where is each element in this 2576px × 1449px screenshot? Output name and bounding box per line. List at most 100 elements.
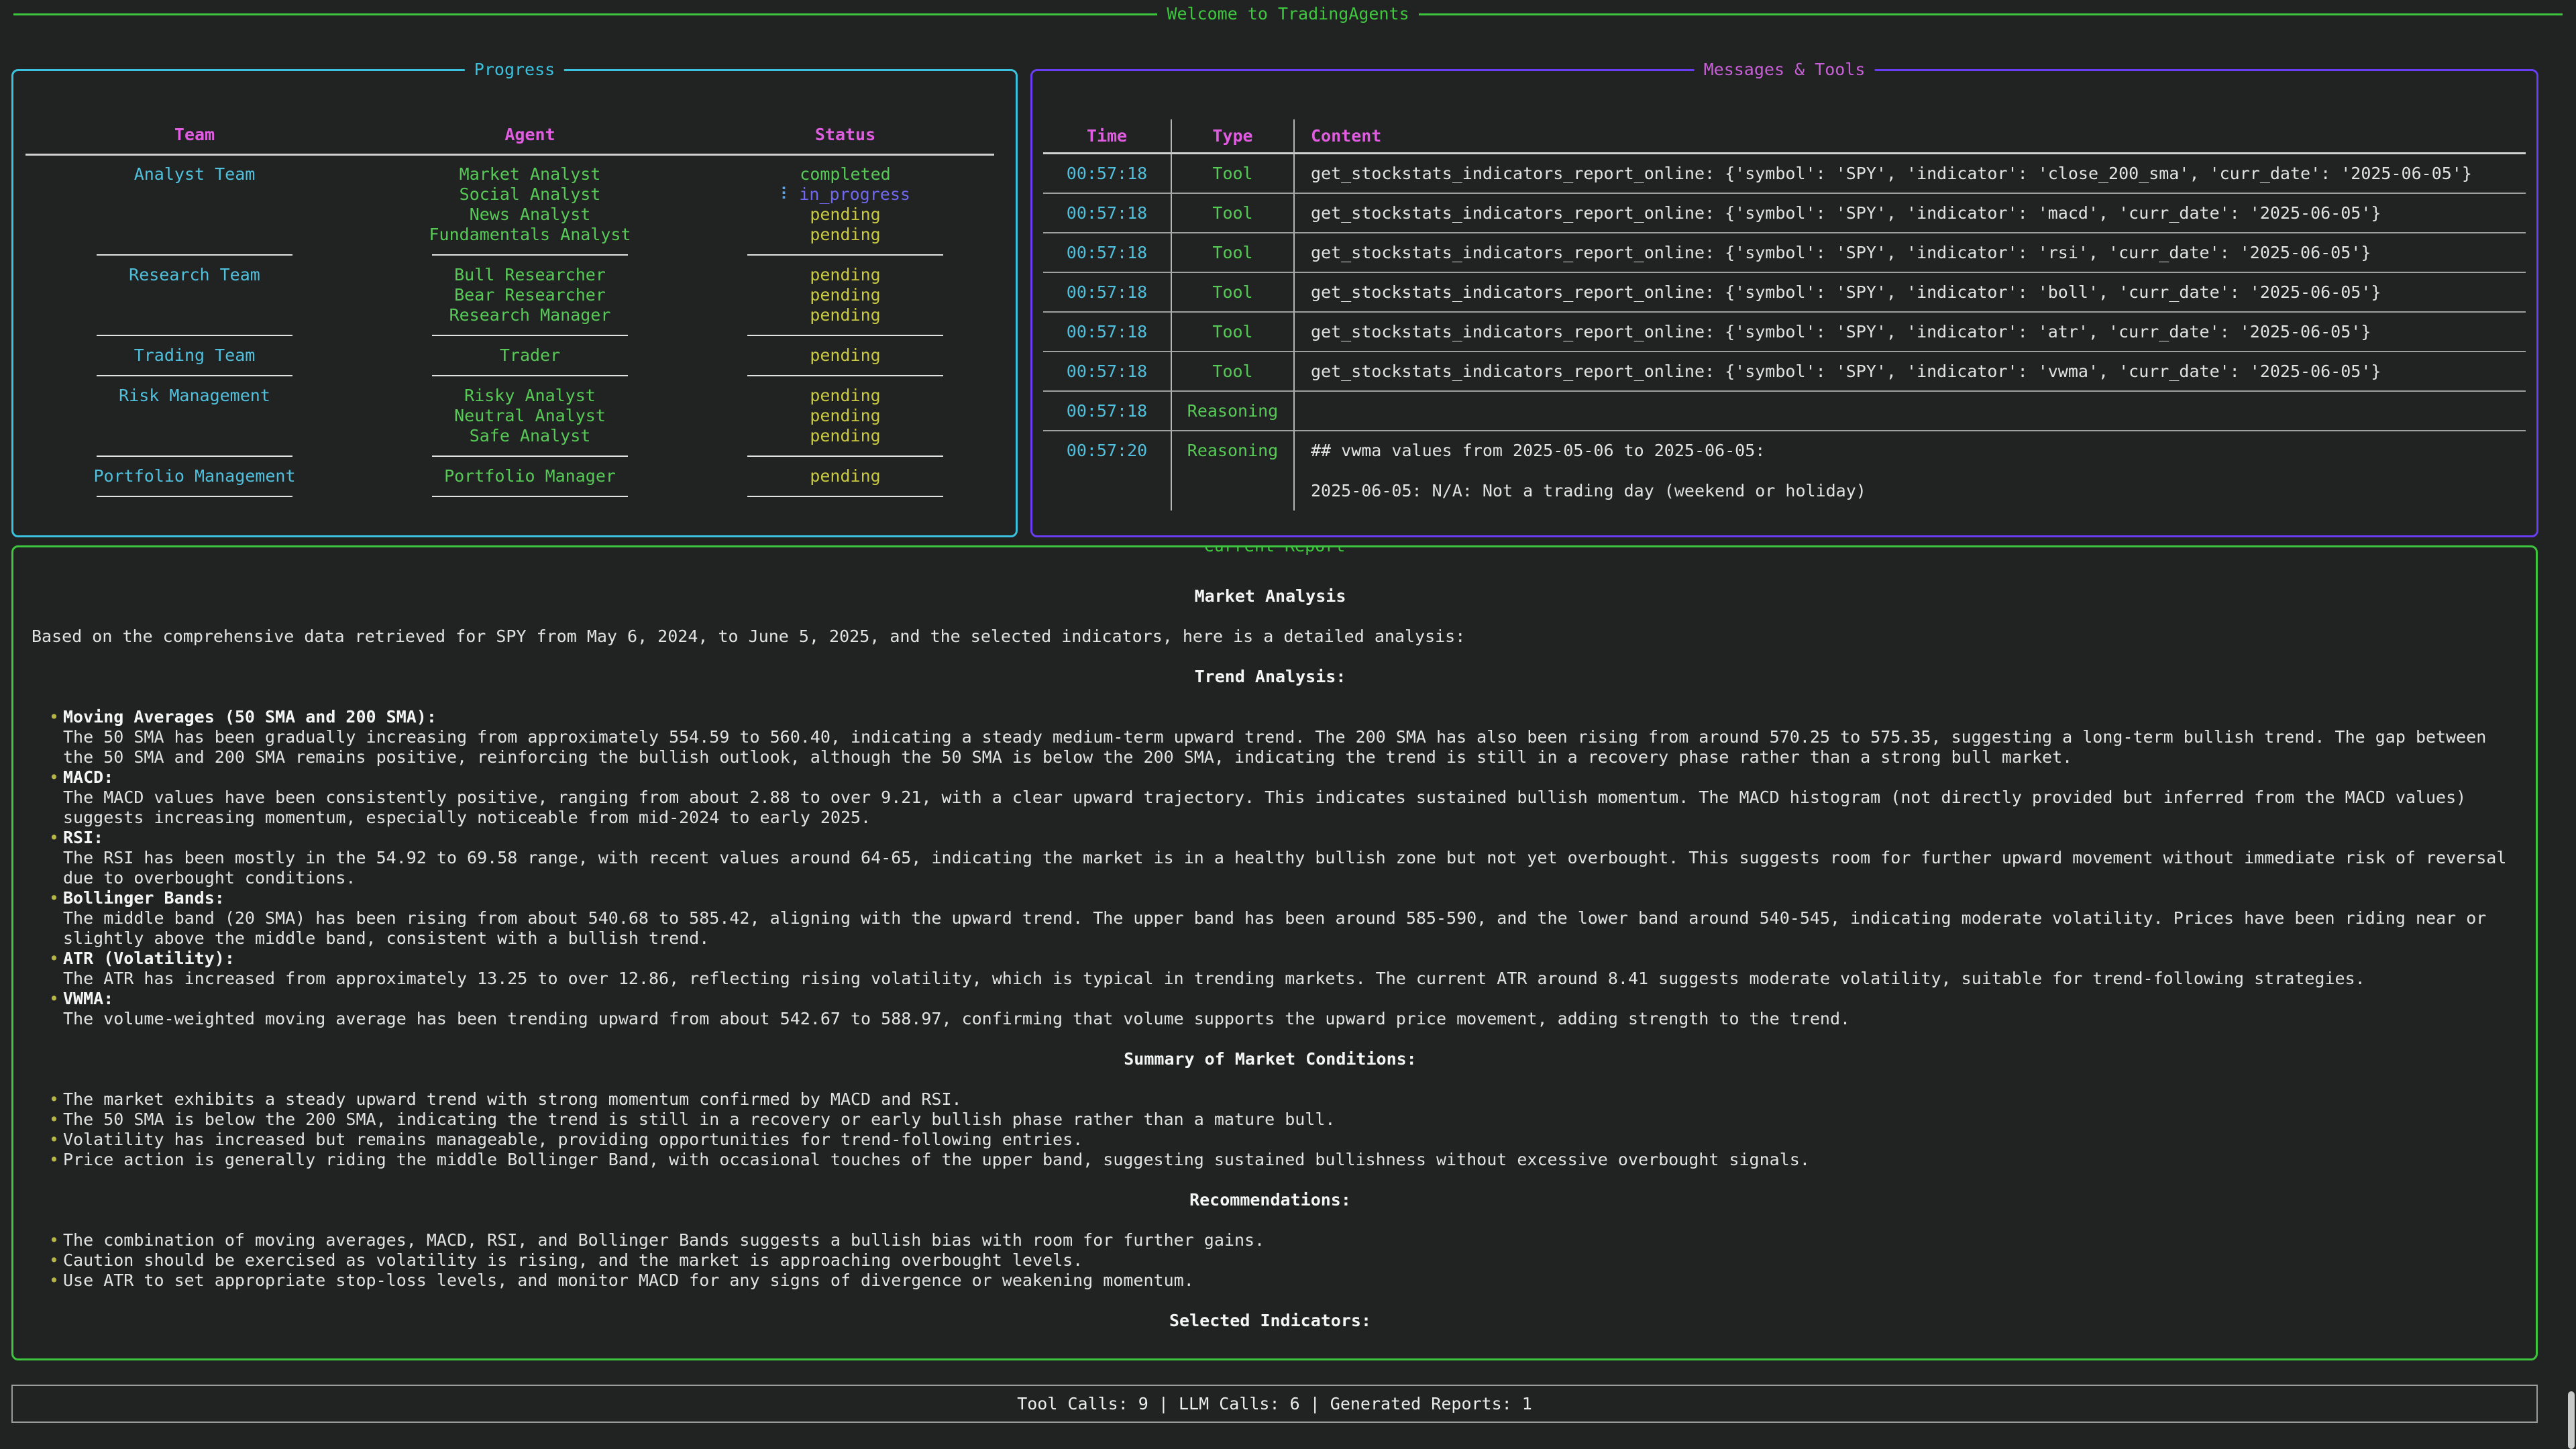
agent-cell: Bear Researcher <box>454 285 606 305</box>
message-time: 00:57:18 <box>1043 313 1171 352</box>
group-separator <box>362 245 698 265</box>
spinner-icon: ⠇ <box>780 184 793 204</box>
bullet-text: The combination of moving averages, MACD… <box>63 1230 1265 1250</box>
message-type: Tool <box>1171 233 1293 273</box>
message-content-line: ## vwma values from 2025-05-06 to 2025-0… <box>1311 441 1766 460</box>
team-cell: Portfolio Management <box>93 466 296 486</box>
messages-col-time: Time <box>1043 119 1171 154</box>
report-bullet: Caution should be exercised as volatilit… <box>49 1250 2509 1271</box>
progress-col-status: Status <box>814 125 876 144</box>
bullet-label: MACD: <box>63 767 114 787</box>
messages-panel-title: Messages & Tools <box>1694 60 1875 80</box>
group-separator <box>362 366 698 386</box>
bullet-text: The 50 SMA is below the 200 SMA, indicat… <box>63 1110 1336 1129</box>
agent-cell: Social Analyst <box>459 184 601 204</box>
group-separator <box>698 245 993 265</box>
progress-panel-title: Progress <box>464 60 565 80</box>
progress-panel: Progress Team Agent Status Analyst Team M… <box>11 60 1018 537</box>
bullet-text: The 50 SMA has been gradually increasing… <box>63 727 2487 767</box>
report-bullet: Moving Averages (50 SMA and 200 SMA):The… <box>49 707 2509 767</box>
group-separator-line <box>747 496 943 497</box>
banner-rule-left <box>13 13 1158 15</box>
status-cell: pending <box>810 225 881 244</box>
team-cell <box>27 184 362 205</box>
report-panel-title: Current Report <box>1194 547 1355 556</box>
message-content-line: 2025-06-05: N/A: Not a trading day (week… <box>1311 481 1866 500</box>
status-cell: pending <box>810 466 881 486</box>
message-content: get_stockstats_indicators_report_online:… <box>1293 352 2526 392</box>
team-cell <box>27 406 362 426</box>
bullet-label: RSI: <box>63 828 104 847</box>
team-cell <box>27 426 362 446</box>
bullet-text: The ATR has increased from approximately… <box>63 969 2365 988</box>
status-cell: completed <box>800 164 891 184</box>
report-sections: Trend Analysis: Moving Averages (50 SMA a… <box>32 667 2509 1331</box>
bullet-label: ATR (Volatility): <box>63 949 235 968</box>
messages-table: Time Type Content 00:57:18 Tool get_stocks… <box>1043 119 2526 511</box>
banner-rule-right <box>1418 13 2563 15</box>
report-heading: Market Analysis <box>1194 586 1346 606</box>
message-type: Reasoning <box>1171 431 1293 511</box>
status-cell: pending <box>810 426 881 445</box>
group-separator <box>27 245 362 265</box>
group-separator-line <box>747 335 943 336</box>
message-type: Tool <box>1171 154 1293 194</box>
current-report-panel: Current Report Market Analysis Based on … <box>11 545 2538 1360</box>
group-separator <box>27 366 362 386</box>
stats-bar: Tool Calls: 9 | LLM Calls: 6 | Generated… <box>11 1385 2538 1423</box>
group-separator-line <box>97 455 292 457</box>
group-separator-line <box>97 335 292 336</box>
scrollbar-thumb[interactable] <box>2568 1391 2575 1449</box>
group-separator-line <box>432 254 628 256</box>
report-bullet-list: The market exhibits a steady upward tren… <box>32 1089 2509 1170</box>
agent-cell: Neutral Analyst <box>454 406 606 425</box>
group-separator-line <box>432 375 628 376</box>
agent-cell: Safe Analyst <box>469 426 591 445</box>
group-separator-line <box>97 496 292 497</box>
report-bullet-list: Moving Averages (50 SMA and 200 SMA):The… <box>32 707 2509 1029</box>
report-section-heading: Recommendations: <box>1189 1190 1351 1210</box>
agent-cell: Risky Analyst <box>464 386 596 405</box>
bullet-text: The middle band (20 SMA) has been rising… <box>63 908 2487 948</box>
report-content: Market Analysis Based on the comprehensi… <box>13 547 2536 1331</box>
group-separator-line <box>97 254 292 256</box>
group-separator <box>362 486 698 506</box>
message-content: ## vwma values from 2025-05-06 to 2025-0… <box>1293 431 2526 511</box>
report-bullet: Volatility has increased but remains man… <box>49 1130 2509 1150</box>
agent-cell: Bull Researcher <box>454 265 606 284</box>
status-cell: pending <box>810 345 881 365</box>
status-cell: pending <box>810 305 881 325</box>
agent-cell: Fundamentals Analyst <box>429 225 631 244</box>
team-cell <box>27 305 362 325</box>
report-bullet: The combination of moving averages, MACD… <box>49 1230 2509 1250</box>
message-type: Tool <box>1171 313 1293 352</box>
message-type: Tool <box>1171 352 1293 392</box>
bullet-text: The volume-weighted moving average has b… <box>63 1009 1851 1028</box>
messages-col-type: Type <box>1171 119 1293 154</box>
report-bullet: MACD:The MACD values have been consisten… <box>49 767 2509 828</box>
progress-header-separator <box>25 154 994 156</box>
messages-panel: Messages & Tools Time Type Content 00:57… <box>1030 60 2538 537</box>
message-type: Tool <box>1171 194 1293 233</box>
message-time: 00:57:18 <box>1043 392 1171 431</box>
team-cell: Analyst Team <box>133 164 256 184</box>
report-bullet: Price action is generally riding the mid… <box>49 1150 2509 1170</box>
agent-cell: Trader <box>499 345 561 365</box>
report-bullet: ATR (Volatility):The ATR has increased f… <box>49 949 2509 989</box>
group-separator-line <box>432 335 628 336</box>
message-content: get_stockstats_indicators_report_online:… <box>1293 194 2526 233</box>
group-separator-line <box>432 455 628 457</box>
status-cell: pending <box>810 285 881 305</box>
group-separator <box>698 325 993 345</box>
message-content: get_stockstats_indicators_report_online:… <box>1293 233 2526 273</box>
agent-cell: News Analyst <box>469 205 591 224</box>
report-bullet: The 50 SMA is below the 200 SMA, indicat… <box>49 1110 2509 1130</box>
progress-col-agent: Agent <box>504 125 555 144</box>
group-separator-line <box>747 375 943 376</box>
bullet-label: VWMA: <box>63 989 114 1008</box>
stats-text: Tool Calls: 9 | LLM Calls: 6 | Generated… <box>1017 1393 1532 1413</box>
report-section-heading: Selected Indicators: <box>1169 1311 1372 1330</box>
message-time: 00:57:20 <box>1066 441 1148 460</box>
report-bullet: The market exhibits a steady upward tren… <box>49 1089 2509 1110</box>
message-time: 00:57:18 <box>1043 273 1171 313</box>
